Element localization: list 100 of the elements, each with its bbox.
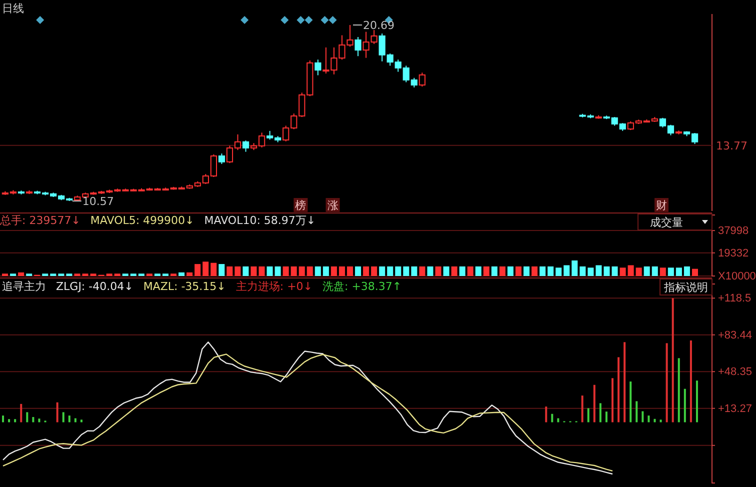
candlestick — [354, 36, 362, 57]
candlestick — [218, 153, 226, 164]
bar — [68, 416, 70, 422]
bar — [379, 266, 386, 276]
bar — [564, 265, 570, 276]
bar — [403, 266, 410, 276]
y-tick-label: +48.35 — [718, 366, 752, 378]
bar — [644, 266, 650, 276]
bar — [684, 266, 690, 276]
bar — [692, 268, 698, 276]
bar — [363, 266, 370, 276]
bar — [427, 266, 434, 276]
bar — [18, 272, 24, 276]
bar — [696, 380, 698, 422]
bar — [636, 401, 638, 422]
bar — [459, 266, 466, 276]
y-tick-label: 19332 — [718, 247, 749, 260]
bar — [266, 266, 273, 276]
annotation: MAVOL5: 499900↓ — [90, 214, 194, 227]
bar — [690, 340, 692, 422]
text: 洗盘: +38.37↑ — [322, 280, 402, 293]
bar — [298, 266, 305, 276]
bar — [545, 406, 548, 422]
bar — [587, 408, 590, 422]
bar — [258, 266, 265, 276]
bar — [604, 266, 610, 276]
bar — [14, 419, 16, 422]
bar — [628, 265, 634, 276]
bar — [250, 266, 257, 276]
bar — [620, 268, 626, 276]
bar — [660, 420, 662, 422]
bar — [411, 266, 418, 276]
bar — [346, 266, 354, 276]
bar — [32, 417, 34, 422]
chart-title: 日线 — [2, 2, 24, 15]
bar — [548, 266, 554, 276]
y-tick-label: +118.5 — [718, 292, 752, 305]
bar — [226, 266, 233, 276]
bar — [605, 412, 608, 422]
bar — [618, 357, 620, 422]
bar — [443, 266, 450, 276]
bar — [322, 266, 329, 276]
annotation: MAVOL10: 58.97万↓ — [204, 214, 316, 227]
bar — [178, 272, 185, 276]
bar — [557, 418, 560, 422]
candlestick — [314, 59, 322, 76]
y-tick-label: 37998 — [718, 225, 749, 238]
bar — [330, 266, 337, 276]
bar — [491, 266, 498, 276]
bar — [636, 268, 642, 276]
bar — [194, 264, 201, 276]
bar — [475, 266, 482, 276]
bar — [202, 262, 209, 276]
bar — [652, 266, 658, 276]
bar — [523, 266, 530, 276]
bar — [282, 266, 289, 276]
bar — [499, 266, 506, 276]
bar — [684, 388, 686, 422]
bar — [654, 418, 656, 422]
chart-title: 追寻主力 — [2, 280, 46, 293]
bar — [642, 411, 644, 422]
bar — [62, 412, 64, 422]
bar — [306, 266, 313, 276]
bar — [186, 272, 193, 276]
bar — [218, 264, 225, 276]
bar — [630, 382, 632, 422]
bar — [38, 418, 40, 422]
bar — [612, 266, 618, 276]
text: 主力进场: +0↓ — [236, 280, 313, 293]
bar — [355, 266, 362, 276]
bar — [676, 268, 682, 276]
bar — [556, 268, 562, 276]
bar — [20, 404, 22, 422]
bar — [593, 384, 596, 422]
bar — [581, 396, 584, 422]
bar — [435, 266, 442, 276]
text: MAZL: -35.15↓ — [143, 280, 226, 293]
annotation: 指标说明 — [663, 281, 708, 294]
bar — [274, 266, 281, 276]
bar — [483, 266, 490, 276]
bar — [419, 266, 426, 276]
bar — [540, 266, 546, 276]
bar — [467, 266, 474, 276]
bar — [588, 268, 594, 276]
text: ZLGJ: -40.04↓ — [56, 280, 134, 293]
bar — [338, 266, 345, 276]
y-tick-label: +13.27 — [718, 402, 752, 415]
bar — [314, 266, 321, 276]
annotation: 成交量 — [650, 216, 683, 229]
bar — [580, 266, 586, 276]
bar — [74, 418, 76, 422]
bar — [234, 266, 241, 276]
annotation: 10.57 — [82, 195, 114, 208]
bar — [395, 266, 402, 276]
bar — [624, 342, 626, 422]
bar — [596, 265, 602, 276]
bar — [660, 268, 666, 276]
bar — [666, 343, 668, 422]
bar — [668, 268, 674, 276]
annotation: 20.69 — [363, 19, 394, 32]
